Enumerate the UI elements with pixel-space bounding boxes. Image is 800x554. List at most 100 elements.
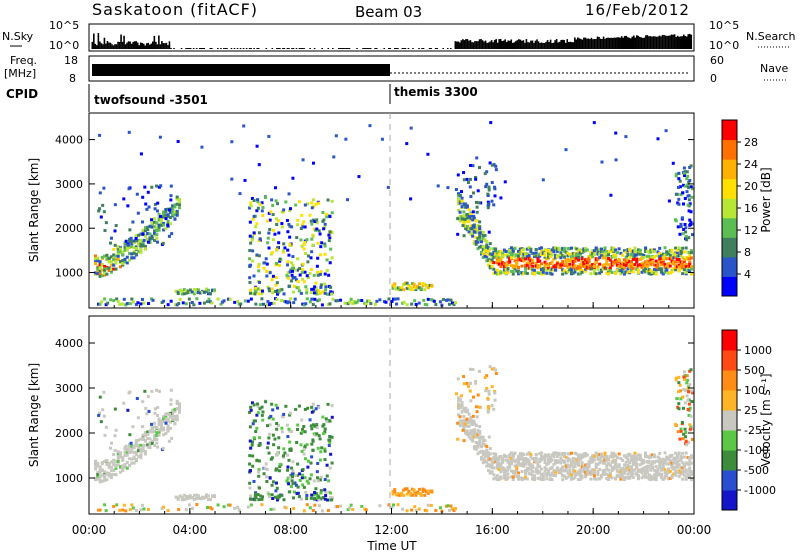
- velocity-cell: [143, 439, 147, 443]
- power-cell: [230, 140, 234, 144]
- power-cell: [432, 299, 436, 303]
- velocity-cell: [248, 497, 252, 501]
- power-cell: [621, 261, 625, 265]
- velocity-cell: [461, 428, 465, 432]
- power-cell: [605, 252, 609, 256]
- velocity-cell: [585, 453, 589, 457]
- power-cell: [285, 273, 289, 277]
- cpid-mode-2: themis 3300: [394, 85, 478, 99]
- power-cell: [143, 234, 147, 238]
- power-cell: [317, 229, 321, 233]
- power-cell: [684, 256, 688, 260]
- power-cell: [631, 257, 635, 261]
- velocity-cell: [170, 436, 174, 440]
- velocity-cell: [462, 374, 466, 378]
- power-cell: [294, 268, 298, 272]
- nsky-bar: [226, 48, 228, 49]
- power-cell: [327, 292, 331, 296]
- power-cell: [426, 286, 430, 290]
- power-cell: [308, 300, 312, 304]
- nsky-bar: [530, 40, 532, 49]
- velocity-cell: [483, 451, 487, 455]
- power-cell: [599, 269, 603, 273]
- power-cell: [538, 259, 542, 263]
- power-cell: [605, 250, 609, 254]
- power-cell: [487, 230, 491, 234]
- power-cell: [162, 228, 166, 232]
- power-cell: [517, 269, 521, 273]
- velocity-cell: [550, 465, 554, 469]
- velocity-cell: [652, 455, 656, 459]
- velocity-cell: [555, 453, 559, 457]
- velocity-cell: [626, 464, 630, 468]
- nsky-bar: [548, 41, 550, 49]
- power-cell: [271, 213, 275, 217]
- power-cell: [679, 225, 683, 229]
- velocity-cell: [659, 466, 663, 470]
- power-cell: [652, 250, 656, 254]
- velocity-cell: [569, 463, 573, 467]
- velocity-cell: [685, 381, 689, 385]
- power-cell: [282, 242, 286, 246]
- velocity-cell: [656, 471, 660, 475]
- power-cell: [184, 289, 188, 293]
- velocity-cell: [573, 451, 577, 455]
- power-cell: [478, 227, 482, 231]
- velocity-cell: [661, 457, 665, 461]
- nsky-bar: [127, 41, 130, 49]
- nsky-bar: [120, 34, 122, 49]
- velocity-cell: [150, 430, 154, 434]
- velocity-cell: [494, 476, 498, 480]
- power-cell: [682, 264, 686, 268]
- nsky-bar: [105, 43, 107, 49]
- velocity-cell: [175, 416, 179, 420]
- power-cell: [681, 202, 685, 206]
- velocity-cell: [539, 467, 543, 471]
- power-cell: [349, 297, 353, 301]
- velocity-cell: [545, 477, 549, 481]
- power-cell: [592, 249, 596, 253]
- velocity-cell: [192, 498, 196, 502]
- power-cell: [675, 248, 679, 252]
- cpid-mode-1: twofsound -3501: [94, 93, 208, 107]
- power-cell: [656, 137, 660, 141]
- power-cell: [654, 266, 658, 270]
- power-cell: [589, 264, 593, 268]
- nsky-bar: [189, 48, 192, 49]
- velocity-cell: [100, 468, 104, 472]
- power-cell: [105, 257, 109, 261]
- power-cell: [469, 224, 473, 228]
- power-cell: [458, 214, 462, 218]
- power-cell: [506, 255, 510, 259]
- power-cell: [173, 217, 177, 221]
- velocity-cell: [162, 428, 166, 432]
- velocity-cell: [96, 473, 100, 477]
- velocity-cell: [644, 475, 648, 479]
- power-cell: [466, 180, 470, 184]
- velocity-cell: [479, 445, 483, 449]
- power-cell: [250, 196, 254, 200]
- power-cell: [109, 236, 113, 240]
- power-cell: [184, 302, 188, 306]
- velocity-cell: [481, 457, 485, 461]
- velocity-cell: [575, 472, 579, 476]
- velocity-cell: [474, 445, 478, 449]
- velocity-cell: [321, 424, 325, 428]
- velocity-cell: [568, 458, 572, 462]
- velocity-cell: [684, 470, 688, 474]
- power-cell: [684, 270, 688, 274]
- velocity-cell: [591, 468, 595, 472]
- velocity-cell: [465, 417, 469, 421]
- colorbar-swatch: [722, 390, 737, 411]
- power-cell: [691, 187, 695, 191]
- velocity-cell: [517, 477, 521, 481]
- nsky-bar: [383, 48, 386, 49]
- power-cell: [192, 303, 196, 307]
- power-cell: [511, 272, 515, 276]
- power-cell: [573, 264, 577, 268]
- nsky-bar: [495, 39, 497, 49]
- velocity-cell: [638, 463, 642, 467]
- power-cell: [290, 266, 294, 270]
- nave-tick-bottom: 0: [710, 72, 717, 85]
- velocity-cell: [296, 428, 300, 432]
